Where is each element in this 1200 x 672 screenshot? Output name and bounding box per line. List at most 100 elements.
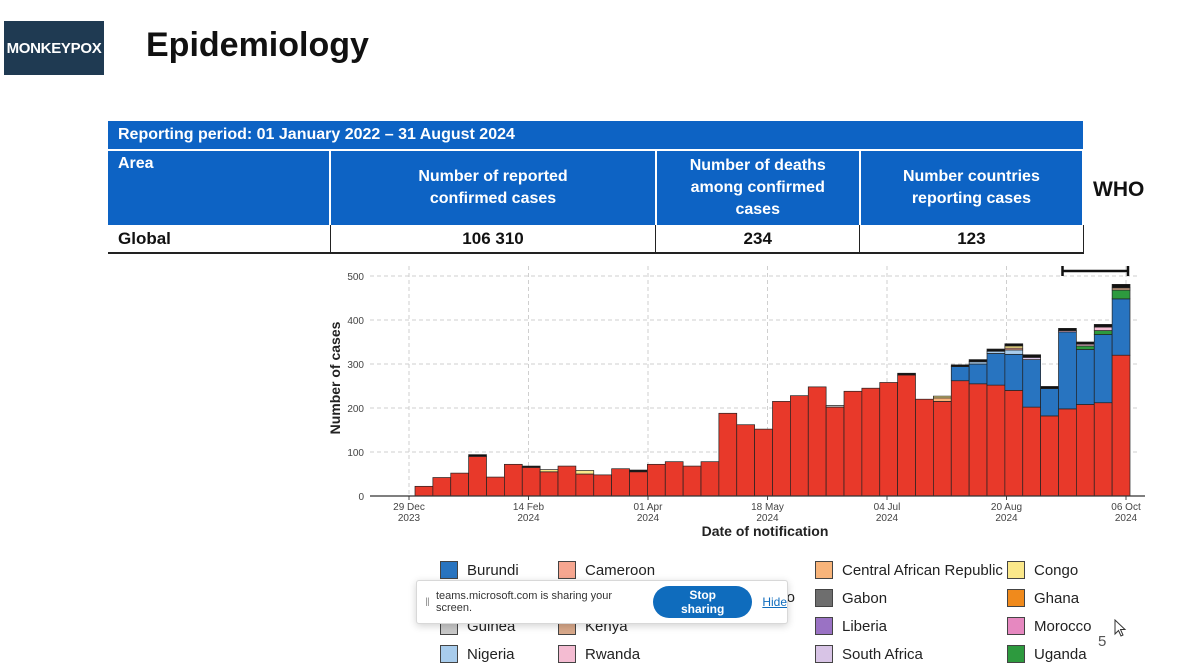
legend-swatch — [1007, 561, 1025, 579]
bar-segment — [468, 454, 487, 457]
bar-segment — [1093, 330, 1113, 335]
legend-item: Cameroon — [558, 561, 655, 579]
bar-segment — [1058, 331, 1077, 410]
slide-title: Epidemiology — [146, 26, 369, 64]
bar-segment — [682, 465, 702, 497]
bar-segment — [647, 463, 666, 497]
bar-segment — [593, 474, 612, 497]
drag-handle-icon[interactable]: ‖ — [425, 595, 430, 609]
bar-segment — [950, 366, 970, 382]
bar-segment — [486, 476, 505, 497]
summary-table: Reporting period: 01 January 2022 – 31 A… — [108, 121, 1085, 254]
bar-segment — [933, 397, 952, 402]
legend-swatch — [815, 561, 833, 579]
bar-segment — [1111, 289, 1131, 300]
bar-segment — [700, 461, 720, 497]
bar-segment — [825, 406, 845, 497]
bar-segment — [1004, 390, 1024, 497]
bar-segment — [521, 467, 541, 497]
bar-segment — [986, 353, 1006, 386]
header-deaths: Number of deaths among confirmed cases — [655, 150, 861, 225]
bar-segment — [986, 348, 1006, 352]
chart-legend: Burundi Cameroon Central African Republic C… — [440, 558, 1140, 670]
bar-segment — [629, 471, 648, 497]
x-tick-label-year: 2024 — [756, 513, 779, 524]
legend-label: Central African Republic — [842, 561, 1003, 579]
legend-swatch — [1007, 617, 1025, 635]
x-tick-label-year: 2024 — [637, 513, 660, 524]
bar-segment — [539, 471, 559, 497]
bar-segment — [933, 401, 952, 497]
bar-segment — [664, 461, 684, 497]
x-axis-label: Date of notification — [702, 523, 829, 539]
legend-swatch — [1007, 645, 1025, 663]
bar-segment — [968, 359, 988, 363]
bar-segment — [1022, 354, 1041, 358]
x-tick-label-year: 2024 — [517, 513, 540, 524]
bar-segment — [629, 469, 648, 473]
cell-area: Global — [108, 225, 331, 254]
bar-segment — [825, 405, 845, 408]
y-tick-label: 300 — [347, 360, 364, 371]
cell-deaths: 234 — [655, 225, 861, 254]
legend-label: Cameroon — [585, 561, 656, 579]
bar-segment — [1093, 334, 1113, 404]
bar-segment — [1111, 284, 1131, 289]
bar-segment — [1040, 388, 1059, 417]
legend-label: Liberia — [842, 617, 888, 635]
bar-segment — [986, 384, 1006, 497]
stop-sharing-button[interactable]: Stop sharing — [653, 586, 753, 618]
legend-swatch — [558, 645, 576, 663]
legend-label: Burundi — [467, 561, 519, 579]
legend-item: Uganda — [1007, 645, 1087, 663]
x-tick-label-year: 2024 — [876, 513, 899, 524]
bar-segment — [521, 465, 541, 468]
bar-segment — [575, 470, 595, 475]
x-tick-label-year: 2024 — [1115, 513, 1138, 524]
bar-segment — [1093, 324, 1113, 328]
legend-label: Nigeria — [467, 645, 515, 663]
legend-item: Liberia — [815, 617, 887, 635]
legend-swatch — [815, 589, 833, 607]
header-confirmed-cases-text: Number of reported confirmed cases — [418, 168, 568, 207]
legend-item: South Africa — [815, 645, 923, 663]
bar-segment — [1111, 298, 1131, 356]
page-number: 5 — [1098, 633, 1107, 650]
x-tick-label: 29 Dec — [393, 502, 425, 513]
legend-label: Ghana — [1034, 589, 1080, 607]
bar-segment — [1022, 359, 1041, 408]
legend-item: Nigeria — [440, 645, 515, 663]
bar-segment — [450, 472, 469, 497]
bar-segment — [968, 363, 988, 385]
bar-segment — [1076, 341, 1095, 345]
legend-label: South Africa — [842, 645, 923, 663]
bar-segment — [950, 364, 970, 367]
bar-segment — [861, 387, 881, 497]
legend-item: Congo — [1007, 561, 1078, 579]
legend-item: Gabon — [815, 589, 887, 607]
y-tick-label: 500 — [347, 272, 364, 283]
header-countries-text: Number countries reporting cases — [902, 168, 1040, 207]
legend-swatch — [558, 561, 576, 579]
x-tick-label: 20 Aug — [991, 502, 1022, 513]
bar-segment — [897, 374, 916, 497]
legend-item: Central African Republic — [815, 561, 1003, 579]
bar-segment — [772, 401, 791, 497]
y-tick-label: 0 — [358, 492, 364, 503]
legend-label: Gabon — [842, 589, 888, 607]
header-countries: Number countries reporting cases — [859, 150, 1085, 225]
bar-segment — [897, 372, 916, 376]
legend-item: Burundi — [440, 561, 519, 579]
header-area: Area — [108, 150, 332, 225]
hide-link[interactable]: Hide — [762, 595, 787, 609]
cell-countries: 123 — [859, 225, 1084, 254]
bar-segment — [432, 477, 452, 497]
y-axis-label: Number of cases — [327, 321, 343, 434]
x-tick-label: 18 May — [751, 502, 784, 513]
bar-segment — [1004, 343, 1024, 347]
legend-label: Morocco — [1034, 617, 1092, 635]
bar-segment — [843, 390, 863, 497]
share-message: teams.microsoft.com is sharing your scre… — [435, 590, 613, 614]
legend-item: Ghana — [1007, 589, 1079, 607]
header-deaths-text: Number of deaths among confirmed cases — [689, 157, 826, 218]
